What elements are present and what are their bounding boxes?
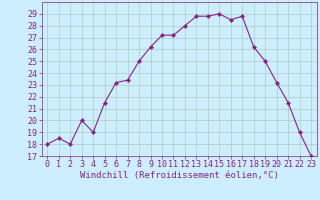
X-axis label: Windchill (Refroidissement éolien,°C): Windchill (Refroidissement éolien,°C) xyxy=(80,171,279,180)
